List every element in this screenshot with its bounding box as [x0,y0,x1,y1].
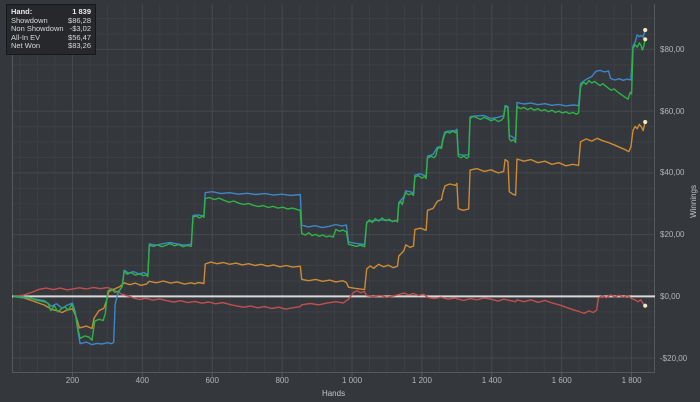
legend-row-all-in-ev: All-In EV $56,47 [11,32,91,43]
chart-canvas [12,4,655,377]
x-axis-title: Hands [321,389,346,398]
x-axis-tick-labels: 200 400 600 800 1 000 1 200 1 400 1 600 1 800 [12,376,655,388]
series-endpoint-non-showdown [643,303,648,308]
series-endpoint-net-won [643,37,648,42]
x-tick-label: 1 600 [551,376,572,385]
legend-label: Showdown [11,15,48,25]
x-tick-label: 1 000 [342,376,363,385]
y-tick-label: $40,00 [660,168,685,178]
legend-value: -$3,02 [69,24,91,34]
legend-label: All-In EV [11,32,41,42]
y-axis-tick-labels: $80,00 $60,00 $40,00 $20,00 $0,00 -$20,00 [660,4,700,373]
legend-label: Net Won [11,41,41,51]
legend-value: $56,47 [68,32,91,42]
y-tick-label: $80,00 [660,44,685,54]
y-axis-title: Winnings [689,184,698,218]
y-tick-label: -$20,00 [660,353,688,363]
series-line-non-showdown [12,286,646,315]
series-endpoint-showdown [643,27,648,33]
x-tick-label: 1 200 [411,376,432,385]
series-endpoint-all-in-ev [643,119,648,125]
x-tick-label: 200 [65,376,80,385]
series-line-all-in-ev [12,121,646,330]
y-tick-label: $20,00 [660,230,685,240]
legend-row-net-won: Net Won $83,26 [11,42,91,51]
legend-label: Non Showdown [11,24,64,34]
x-tick-label: 600 [205,376,219,385]
y-tick-label: $60,00 [660,106,685,116]
legend-value: $86,28 [68,15,91,25]
legend-label: Hand: [11,7,33,16]
legend-row-hand-: Hand: 1 839 [11,7,91,17]
y-axis-title-wrap: Winnings [688,0,699,402]
x-tick-label: 400 [135,376,150,385]
x-tick-label: 1 800 [621,376,642,385]
x-tick-label: 1 400 [481,376,502,385]
y-tick-label: $0,00 [660,291,681,301]
legend-value: $83,26 [68,41,91,51]
legend-row-non-showdown: Non Showdown -$3,02 [11,25,91,34]
legend-value: 1 839 [72,7,91,16]
legend-box: Hand: 1 839 Showdown $86,28 Non Showdown -$3,… [6,4,96,55]
x-tick-label: 800 [275,376,289,385]
series-line-net-won [12,39,646,341]
legend-row-showdown: Showdown $86,28 [11,15,91,26]
